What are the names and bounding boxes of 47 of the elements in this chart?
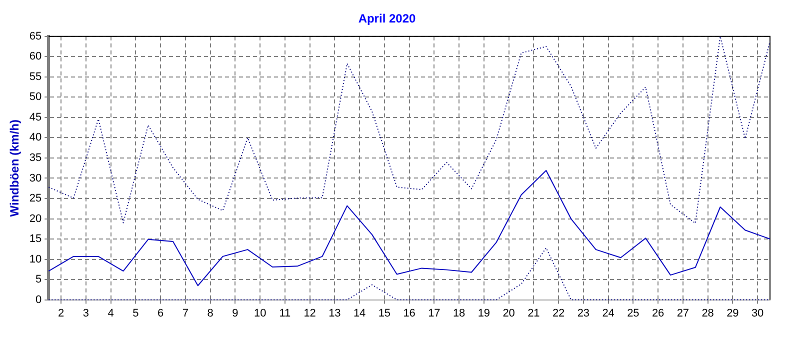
- x-tick-label: 8: [207, 307, 214, 320]
- y-tick-label: 25: [29, 192, 42, 205]
- y-tick-label: 30: [29, 172, 42, 184]
- x-tick-label: 16: [403, 307, 416, 320]
- x-tick-label: 10: [254, 307, 266, 320]
- x-tick-label: 5: [132, 307, 139, 320]
- y-tick-label: 20: [29, 212, 42, 225]
- x-tick-label: 30: [751, 307, 764, 320]
- x-tick-label: 24: [602, 307, 614, 320]
- x-tick-label: 9: [232, 307, 238, 320]
- x-tick-label: 13: [328, 307, 341, 320]
- x-tick-label: 21: [528, 307, 540, 320]
- x-tick-label: 6: [158, 307, 164, 320]
- x-tick-label: 7: [182, 307, 189, 320]
- x-tick-label: 3: [82, 307, 90, 320]
- line-series: [48, 247, 770, 300]
- x-tick-label: 19: [478, 307, 490, 320]
- y-tick-label: 60: [29, 50, 42, 63]
- y-axis-title: Windböen (km/h): [8, 119, 22, 217]
- x-tick-label: 15: [378, 307, 391, 320]
- x-tick-label: 17: [428, 307, 440, 320]
- x-tick-label: 2: [58, 307, 64, 320]
- y-tick-label: 40: [29, 132, 42, 144]
- x-tick-label: 25: [627, 307, 640, 320]
- x-tick-label: 4: [108, 307, 114, 320]
- x-tick-label: 29: [726, 307, 739, 320]
- y-tick-label: 5: [36, 274, 42, 286]
- chart-title: April 2020: [358, 12, 416, 26]
- y-tick-label: 45: [29, 111, 42, 124]
- y-tick-label: 65: [29, 30, 42, 42]
- x-tick-label: 20: [502, 307, 515, 320]
- line-series: [48, 36, 770, 224]
- y-tick-label: 50: [29, 91, 42, 104]
- x-tick-label: 22: [552, 307, 565, 320]
- x-tick-label: 26: [652, 307, 664, 320]
- y-tick-label: 10: [29, 253, 42, 266]
- x-tick-label: 14: [353, 307, 366, 320]
- y-tick-label: 0: [36, 294, 42, 306]
- x-tick-label: 23: [577, 307, 590, 320]
- x-tick-label: 27: [676, 307, 690, 320]
- x-tick-label: 18: [452, 307, 466, 320]
- y-tick-label: 55: [29, 70, 42, 83]
- x-tick-label: 11: [279, 307, 291, 320]
- x-tick-label: 28: [702, 307, 714, 320]
- x-tick-label: 12: [304, 307, 316, 320]
- y-tick-label: 15: [29, 233, 42, 246]
- y-tick-label: 35: [29, 152, 42, 164]
